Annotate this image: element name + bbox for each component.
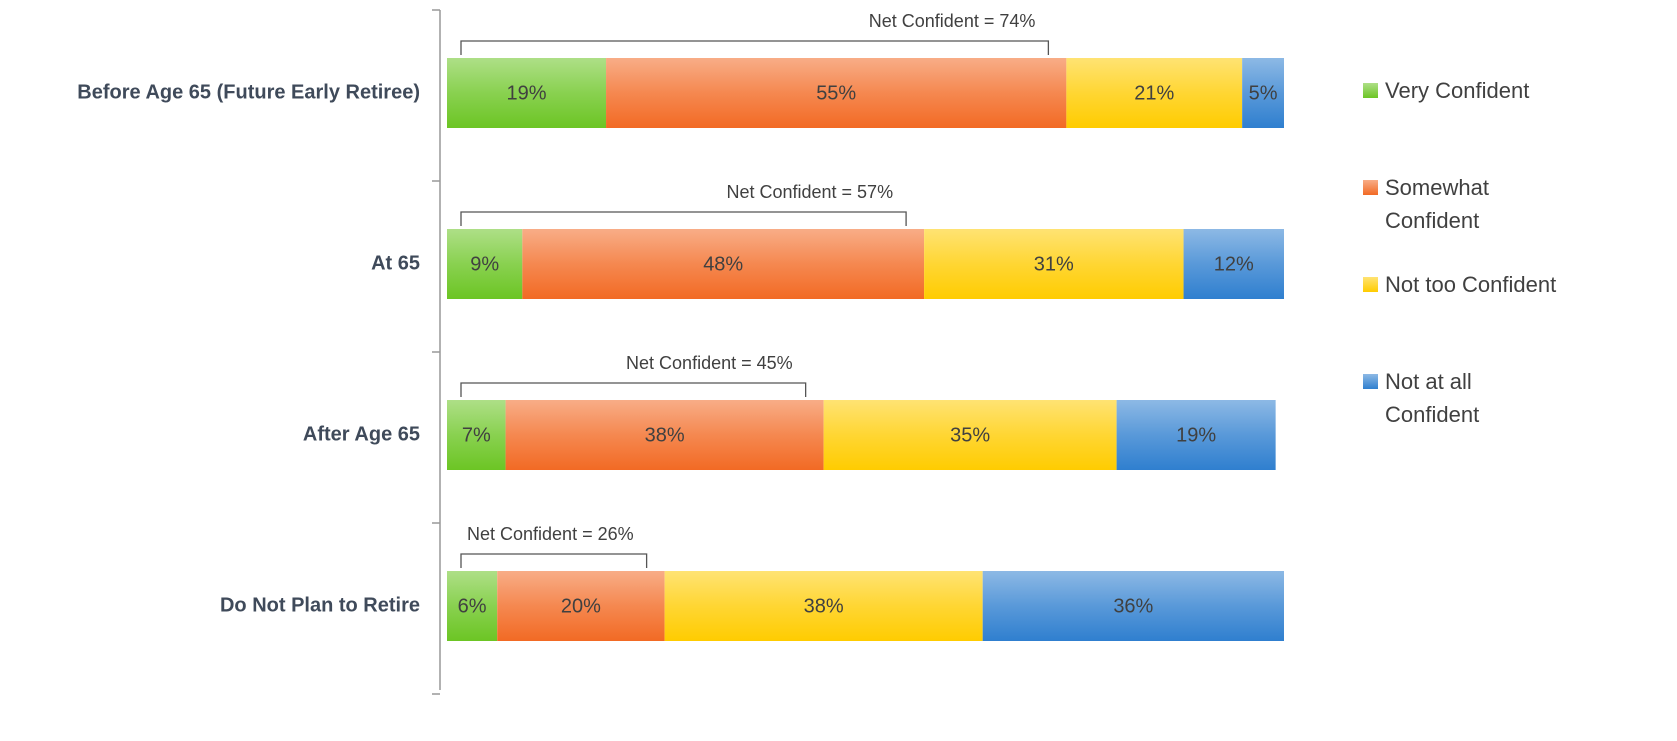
- legend-swatch: [1363, 277, 1378, 292]
- bar-segment: [982, 571, 1284, 641]
- net-bracket: [460, 211, 907, 226]
- legend-swatch: [1363, 374, 1378, 389]
- bar-segment: [497, 571, 665, 641]
- value-label: 48%: [703, 253, 743, 275]
- value-label: 36%: [1113, 595, 1153, 617]
- value-label: 38%: [804, 595, 844, 617]
- bar-segment: [447, 229, 523, 299]
- category-label: Before Age 65 (Future Early Retiree): [77, 81, 420, 103]
- value-label: 19%: [1176, 424, 1216, 446]
- value-label: 12%: [1214, 253, 1254, 275]
- legend-label: Not at all Confident: [1385, 369, 1480, 427]
- value-label: 7%: [462, 424, 491, 446]
- bar-segment: [664, 571, 983, 641]
- value-label: 9%: [470, 253, 499, 275]
- category-label: After Age 65: [303, 423, 420, 445]
- net-bracket: [460, 553, 648, 568]
- bar-segment: [447, 58, 607, 128]
- value-label: 20%: [561, 595, 601, 617]
- legend-label: Not too Confident: [1385, 272, 1557, 297]
- annotation: Net Confident = 74%: [869, 11, 1036, 31]
- annotation: Net Confident = 26%: [467, 524, 634, 544]
- legend-label: Somewhat Confident: [1385, 175, 1489, 233]
- bar-segment: [447, 571, 498, 641]
- bar-segment: [522, 229, 925, 299]
- bar-segment: [924, 229, 1184, 299]
- value-label: 5%: [1249, 82, 1278, 104]
- legend-label: Very Confident: [1385, 78, 1530, 103]
- bar-segment: [1066, 58, 1243, 128]
- annotation: Net Confident = 45%: [626, 353, 793, 373]
- bar-segment: [505, 400, 824, 470]
- legend-swatch: [1363, 83, 1378, 98]
- value-label: 31%: [1034, 253, 1074, 275]
- value-label: 21%: [1134, 82, 1174, 104]
- value-label: 6%: [458, 595, 487, 617]
- bar-segment: [1183, 229, 1284, 299]
- bar-segment: [823, 400, 1117, 470]
- value-label: 19%: [506, 82, 546, 104]
- value-label: 38%: [645, 424, 685, 446]
- legend-swatch: [1363, 180, 1378, 195]
- bar-segment: [447, 400, 506, 470]
- net-bracket: [460, 40, 1050, 55]
- category-label: Do Not Plan to Retire: [220, 594, 420, 616]
- bar-segment: [606, 58, 1067, 128]
- category-label: At 65: [371, 252, 420, 274]
- bar-segment: [1242, 58, 1284, 128]
- value-label: 55%: [816, 82, 856, 104]
- net-bracket: [460, 382, 807, 397]
- annotation: Net Confident = 57%: [726, 182, 893, 202]
- bar-segment: [1116, 400, 1276, 470]
- value-label: 35%: [950, 424, 990, 446]
